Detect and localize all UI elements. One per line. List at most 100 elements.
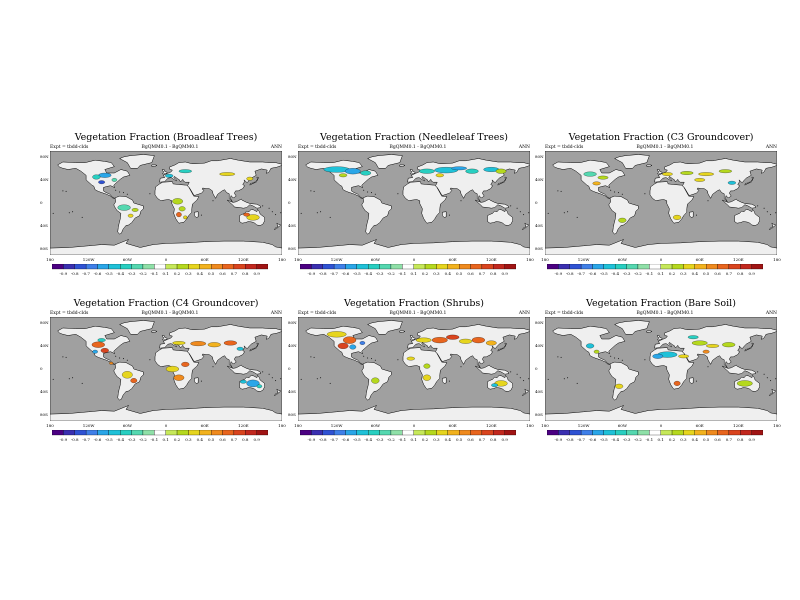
island [397,359,399,361]
colorbar-swatch [615,264,627,270]
colorbar-label: -0.3 [375,437,384,442]
colorbar-swatch [728,264,741,270]
colorbar-swatch [592,430,604,436]
colorbar-swatch [222,430,235,436]
island [610,189,612,191]
colorbar-label: -0.4 [116,271,125,276]
island [621,359,623,361]
world-map [298,151,530,255]
colorbar-swatch [74,430,87,436]
latitude-label: 80N [535,319,544,325]
land-madagascar [689,211,694,218]
colorbar-swatch [558,430,570,436]
island [523,380,525,382]
anomaly-region [586,343,595,349]
world-map [545,151,777,255]
island [81,382,83,384]
longitude-label: 60E [448,257,457,262]
land-greenland [613,154,650,169]
longitude-label: 180 [294,423,302,428]
colorbar-swatch [459,264,471,270]
colorbar-swatch [311,264,323,270]
colorbar-swatch [751,430,763,436]
colorbar-labels: -0.9 -0.8 -0.7 -0.6 -0.5 -0.4 -0.3 -0.2 -0.1 0.1 0… [52,437,268,445]
colorbar-label: -0.4 [611,271,620,276]
anomaly-region [344,168,361,175]
anomaly-region [691,340,708,346]
island [397,193,399,195]
colorbar-label: -0.3 [622,271,631,276]
land-iceland [398,164,406,167]
longitude-label: 60W [617,423,627,428]
island [313,356,315,358]
island [72,377,74,379]
island [268,373,270,375]
experiment-label: Expt = tbdd-clds [298,145,337,150]
island [519,377,521,379]
land-antarctica [298,238,530,255]
colorbar-swatch [402,264,414,270]
land-eurasia [407,324,530,368]
colorbar-label: 0.3 [185,437,192,442]
colorbar-swatch [717,264,730,270]
colorbar [52,430,268,436]
anomaly-region [419,168,435,174]
colorbar-label: -0.2 [634,437,642,442]
longitude-label: 120E [733,257,744,262]
anomaly-region [130,378,138,384]
colorbar-label: 0.7 [725,271,733,276]
land-greenland [366,154,403,169]
colorbar-label: 0.6 [714,437,721,442]
longitude-label: 180 [526,423,534,428]
colorbar-label: 0.9 [748,437,755,442]
island [200,380,202,382]
colorbar-label: 0.3 [680,271,687,276]
anomaly-region [593,349,600,354]
latitude-label: 80S [288,246,296,252]
colorbar-swatch [413,264,426,270]
colorbar-swatch [493,264,505,270]
longitude-label: 180 [541,257,549,262]
anomaly-region [219,172,236,176]
longitude-label: 60W [370,423,380,428]
colorbar-label: -0.3 [375,271,384,276]
colorbar-swatch [322,430,335,436]
longitude-label: 60W [370,257,380,262]
island [516,373,518,375]
longitude-label: 180 [773,423,781,428]
island [770,214,772,216]
anomaly-region [223,340,237,346]
anomaly-region [495,168,507,174]
colorbar-swatch [368,430,380,436]
colorbar-labels: -0.9 -0.8 -0.7 -0.6 -0.5 -0.4 -0.3 -0.2 -0.1 0.1 0… [300,271,516,279]
experiment-label: Expt = tbdd-clds [50,145,89,150]
colorbar-swatch [580,430,593,436]
anomaly-region [165,173,174,178]
colorbar-swatch [74,264,87,270]
anomaly-region [326,331,347,338]
anomaly-region [178,206,186,212]
colorbar-label: -0.3 [127,271,136,276]
colorbar-swatch [108,264,121,270]
colorbar-labels: -0.9 -0.8 -0.7 -0.6 -0.5 -0.4 -0.3 -0.2 -0.1 0.1 0… [300,437,516,445]
island [320,211,322,213]
island [367,191,369,193]
anomaly-region [97,338,106,342]
land-iceland [645,330,653,333]
latitude-label: 80S [535,246,543,252]
land-greenland [366,320,403,335]
island [320,377,322,379]
colorbar-swatch [333,430,346,436]
longitude-label: 120E [733,423,744,428]
colorbar-swatch [626,264,639,270]
anomaly-region [491,383,498,388]
island [300,378,302,380]
latitude-label: 40S [288,223,296,229]
island [149,359,151,361]
anomaly-region [662,172,673,176]
latitude-label: 40S [535,389,543,395]
colorbar-label: 0.3 [185,271,192,276]
colorbar-swatch [311,430,323,436]
colorbar-swatch [300,264,312,270]
anomaly-region [702,349,710,354]
